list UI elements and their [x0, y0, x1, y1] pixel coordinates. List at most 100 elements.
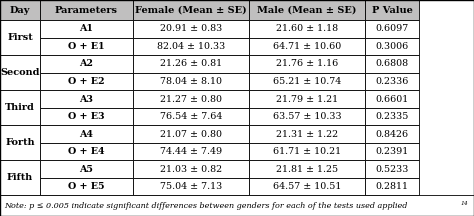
Bar	[365, 38, 419, 55]
Bar	[40, 0, 133, 20]
Bar	[249, 160, 365, 178]
Text: O + E2: O + E2	[68, 77, 105, 86]
Text: 0.6601: 0.6601	[375, 95, 409, 103]
Bar	[249, 125, 365, 143]
Text: Female (Mean ± SE): Female (Mean ± SE)	[135, 6, 246, 14]
Bar	[249, 178, 365, 195]
Text: 21.03 ± 0.82: 21.03 ± 0.82	[160, 165, 222, 174]
Bar	[0, 20, 40, 55]
Bar	[133, 125, 249, 143]
Bar	[133, 38, 249, 55]
Text: 0.6808: 0.6808	[376, 59, 409, 68]
Bar	[133, 143, 249, 160]
Text: 65.21 ± 10.74: 65.21 ± 10.74	[273, 77, 341, 86]
Text: A4: A4	[80, 130, 93, 139]
Text: 20.91 ± 0.83: 20.91 ± 0.83	[160, 24, 222, 33]
Bar	[133, 20, 249, 38]
Text: 74.44 ± 7.49: 74.44 ± 7.49	[160, 147, 222, 156]
Bar	[133, 90, 249, 108]
Bar	[133, 73, 249, 90]
Text: Note: p ≤ 0.005 indicate significant differences between genders for each of the: Note: p ≤ 0.005 indicate significant dif…	[4, 202, 407, 210]
Text: 21.07 ± 0.80: 21.07 ± 0.80	[160, 130, 222, 139]
Bar	[365, 55, 419, 73]
Text: A1: A1	[80, 24, 93, 33]
Bar	[40, 90, 133, 108]
Bar	[0, 195, 474, 216]
Text: 61.71 ± 10.21: 61.71 ± 10.21	[273, 147, 341, 156]
Text: 0.5233: 0.5233	[375, 165, 409, 174]
Text: Parameters: Parameters	[55, 6, 118, 14]
Text: 21.76 ± 1.16: 21.76 ± 1.16	[276, 59, 338, 68]
Bar	[40, 143, 133, 160]
Bar	[365, 108, 419, 125]
Text: Forth: Forth	[5, 138, 35, 147]
Bar	[40, 38, 133, 55]
Text: 0.2391: 0.2391	[375, 147, 409, 156]
Text: 21.31 ± 1.22: 21.31 ± 1.22	[276, 130, 338, 139]
Text: 21.79 ± 1.21: 21.79 ± 1.21	[276, 95, 338, 103]
Bar	[133, 108, 249, 125]
Bar	[249, 108, 365, 125]
Text: 0.2811: 0.2811	[376, 182, 409, 191]
Text: 0.6097: 0.6097	[375, 24, 409, 33]
Bar	[40, 178, 133, 195]
Text: 63.57 ± 10.33: 63.57 ± 10.33	[273, 112, 341, 121]
Bar	[365, 73, 419, 90]
Text: O + E3: O + E3	[68, 112, 105, 121]
Text: 64.57 ± 10.51: 64.57 ± 10.51	[273, 182, 341, 191]
Bar	[249, 0, 365, 20]
Text: First: First	[7, 33, 33, 42]
Text: O + E1: O + E1	[68, 42, 105, 51]
Text: Fifth: Fifth	[7, 173, 33, 183]
Text: Third: Third	[5, 103, 35, 112]
Bar	[365, 178, 419, 195]
Bar	[0, 0, 40, 20]
Bar	[249, 38, 365, 55]
Bar	[365, 20, 419, 38]
Bar	[365, 0, 419, 20]
Text: 75.04 ± 7.13: 75.04 ± 7.13	[160, 182, 222, 191]
Bar	[249, 20, 365, 38]
Text: 21.27 ± 0.80: 21.27 ± 0.80	[160, 95, 222, 103]
Bar	[249, 90, 365, 108]
Bar	[365, 143, 419, 160]
Text: O + E5: O + E5	[68, 182, 105, 191]
Bar	[249, 143, 365, 160]
Text: Day: Day	[10, 6, 30, 14]
Bar	[40, 160, 133, 178]
Text: A3: A3	[80, 95, 93, 103]
Text: 78.04 ± 8.10: 78.04 ± 8.10	[160, 77, 222, 86]
Bar	[365, 125, 419, 143]
Text: 64.71 ± 10.60: 64.71 ± 10.60	[273, 42, 341, 51]
Text: A2: A2	[80, 59, 93, 68]
Text: 0.2336: 0.2336	[375, 77, 409, 86]
Text: A5: A5	[80, 165, 93, 174]
Bar	[0, 160, 40, 195]
Bar	[365, 90, 419, 108]
Bar	[40, 108, 133, 125]
Text: 14: 14	[461, 201, 468, 206]
Bar	[0, 125, 40, 160]
Text: 82.04 ± 10.33: 82.04 ± 10.33	[157, 42, 225, 51]
Text: 0.2335: 0.2335	[375, 112, 409, 121]
Bar	[40, 55, 133, 73]
Bar	[40, 125, 133, 143]
Text: 21.60 ± 1.18: 21.60 ± 1.18	[276, 24, 338, 33]
Bar	[0, 90, 40, 125]
Text: P Value: P Value	[372, 6, 413, 14]
Text: 0.3006: 0.3006	[375, 42, 409, 51]
Bar	[40, 20, 133, 38]
Bar	[249, 73, 365, 90]
Text: Second: Second	[0, 68, 40, 77]
Bar	[365, 160, 419, 178]
Bar	[133, 55, 249, 73]
Bar	[40, 73, 133, 90]
Bar	[0, 55, 40, 90]
Text: O + E4: O + E4	[68, 147, 105, 156]
Bar	[133, 178, 249, 195]
Text: 76.54 ± 7.64: 76.54 ± 7.64	[160, 112, 222, 121]
Bar	[249, 55, 365, 73]
Bar	[133, 0, 249, 20]
Text: 21.26 ± 0.81: 21.26 ± 0.81	[160, 59, 222, 68]
Bar	[133, 160, 249, 178]
